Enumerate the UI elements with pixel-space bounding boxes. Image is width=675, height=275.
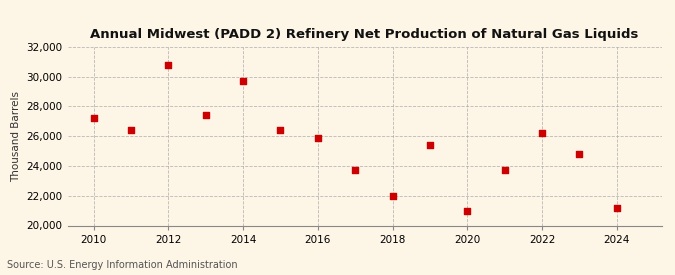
Point xyxy=(313,135,323,140)
Point xyxy=(387,194,398,198)
Point xyxy=(612,205,622,210)
Point xyxy=(425,143,435,147)
Point xyxy=(126,128,136,132)
Point xyxy=(275,128,286,132)
Point xyxy=(350,168,360,173)
Y-axis label: Thousand Barrels: Thousand Barrels xyxy=(11,91,21,182)
Point xyxy=(537,131,547,135)
Point xyxy=(88,116,99,120)
Title: Annual Midwest (PADD 2) Refinery Net Production of Natural Gas Liquids: Annual Midwest (PADD 2) Refinery Net Pro… xyxy=(90,28,639,42)
Point xyxy=(200,113,211,117)
Point xyxy=(500,168,510,173)
Text: Source: U.S. Energy Information Administration: Source: U.S. Energy Information Administ… xyxy=(7,260,238,270)
Point xyxy=(163,62,173,67)
Point xyxy=(238,79,248,83)
Point xyxy=(462,208,472,213)
Point xyxy=(574,152,585,156)
